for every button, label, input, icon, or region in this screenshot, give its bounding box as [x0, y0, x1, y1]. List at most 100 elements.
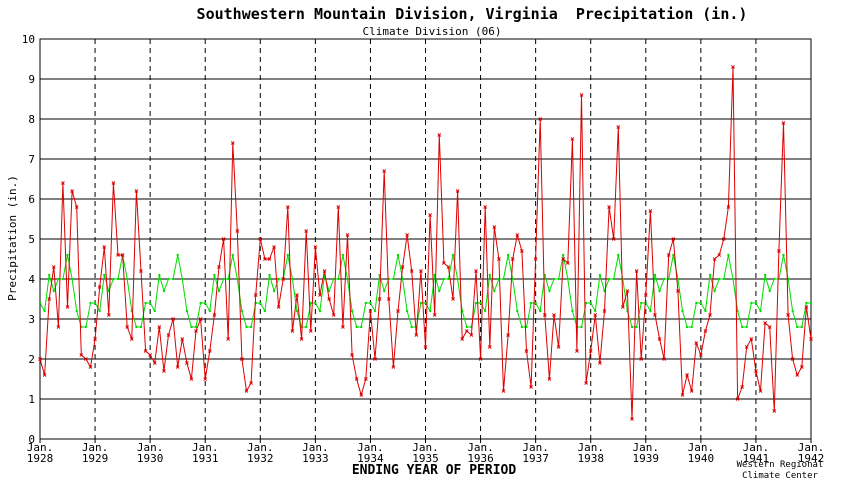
data-point: [763, 273, 767, 277]
data-point: [516, 309, 519, 313]
data-point: [745, 325, 748, 329]
data-point: [231, 253, 234, 257]
data-point: [469, 333, 474, 337]
data-point: [253, 293, 258, 297]
data-point: [217, 265, 221, 269]
x-tick-label-year: 1928: [27, 452, 54, 465]
credit-line-1: Western Regional: [737, 460, 824, 470]
data-point: [809, 301, 813, 305]
data-point: [703, 329, 708, 333]
data-point: [84, 325, 88, 329]
data-point: [547, 377, 552, 381]
x-tick-label-year: 1932: [247, 452, 274, 465]
data-point: [781, 121, 786, 125]
data-point: [171, 317, 175, 321]
data-point: [268, 273, 271, 277]
data-point: [116, 277, 120, 281]
data-point: [767, 325, 772, 329]
data-point: [102, 245, 107, 249]
data-point: [373, 357, 377, 361]
data-point: [759, 309, 762, 313]
data-point: [447, 277, 450, 281]
data-point: [51, 265, 56, 269]
x-tick-label-month: Jan.: [798, 441, 825, 454]
data-point: [194, 329, 198, 333]
data-point: [221, 237, 226, 241]
x-tick-label-year: 1939: [633, 452, 660, 465]
data-point: [598, 361, 602, 365]
data-point: [579, 93, 584, 97]
data-point: [327, 289, 331, 293]
data-point: [401, 277, 404, 281]
data-point: [685, 325, 689, 329]
data-point: [116, 253, 120, 257]
data-point: [772, 409, 777, 413]
data-point: [345, 233, 350, 237]
y-tick-label: 1: [28, 393, 35, 406]
x-tick-label-year: 1930: [137, 452, 164, 465]
data-point: [602, 309, 607, 313]
data-point: [717, 253, 722, 257]
data-point: [61, 277, 65, 281]
data-point: [681, 309, 684, 313]
data-point: [341, 325, 345, 329]
data-point: [157, 325, 162, 329]
data-point: [295, 293, 299, 297]
data-point: [360, 325, 363, 329]
data-point: [497, 257, 501, 261]
data-point: [332, 277, 335, 281]
data-point: [502, 277, 505, 281]
data-point: [424, 301, 427, 305]
data-point: [442, 261, 446, 265]
data-point: [529, 385, 533, 389]
data-point: [185, 309, 189, 313]
data-point: [510, 257, 515, 261]
data-point: [566, 277, 569, 281]
y-tick-label: 6: [28, 193, 35, 206]
y-tick-label: 8: [28, 113, 35, 126]
data-point: [594, 309, 597, 313]
y-tick-label: 5: [28, 233, 35, 246]
chart-subtitle: Climate Division (06): [362, 25, 501, 38]
data-point: [97, 285, 102, 289]
data-point: [314, 301, 317, 305]
data-point: [212, 313, 217, 317]
data-point: [144, 301, 147, 305]
data-point: [492, 225, 497, 229]
data-point: [299, 337, 304, 341]
data-point: [213, 273, 216, 277]
data-point: [337, 277, 340, 281]
data-point: [84, 357, 88, 361]
data-point: [89, 301, 92, 305]
data-point: [749, 337, 754, 341]
x-tick-label-month: Jan.: [522, 441, 549, 454]
data-point: [432, 313, 437, 317]
data-point: [773, 277, 776, 281]
data-point: [304, 229, 309, 233]
x-tick-label-month: Jan.: [302, 441, 329, 454]
data-point: [309, 301, 312, 305]
data-point: [488, 273, 491, 277]
data-point: [556, 345, 561, 349]
data-point: [143, 349, 148, 353]
plot-area: 012345678910Jan.1928Jan.1929Jan.1930Jan.…: [22, 33, 825, 465]
data-point: [552, 313, 556, 317]
data-point: [267, 257, 272, 261]
data-point: [699, 301, 703, 305]
data-point: [795, 373, 800, 377]
data-point: [47, 297, 52, 301]
data-point: [451, 297, 455, 301]
credit-line-2: Climate Center: [742, 471, 818, 480]
x-tick-label-year: 1940: [688, 452, 715, 465]
x-tick-label-year: 1929: [82, 452, 109, 465]
data-point: [56, 325, 61, 329]
data-point: [400, 265, 405, 269]
data-point: [419, 269, 423, 273]
data-point: [799, 365, 804, 369]
data-point: [456, 277, 459, 281]
data-point: [620, 305, 625, 309]
data-point: [800, 325, 804, 329]
data-point: [369, 301, 372, 305]
data-point: [727, 253, 730, 257]
data-point: [139, 325, 143, 329]
